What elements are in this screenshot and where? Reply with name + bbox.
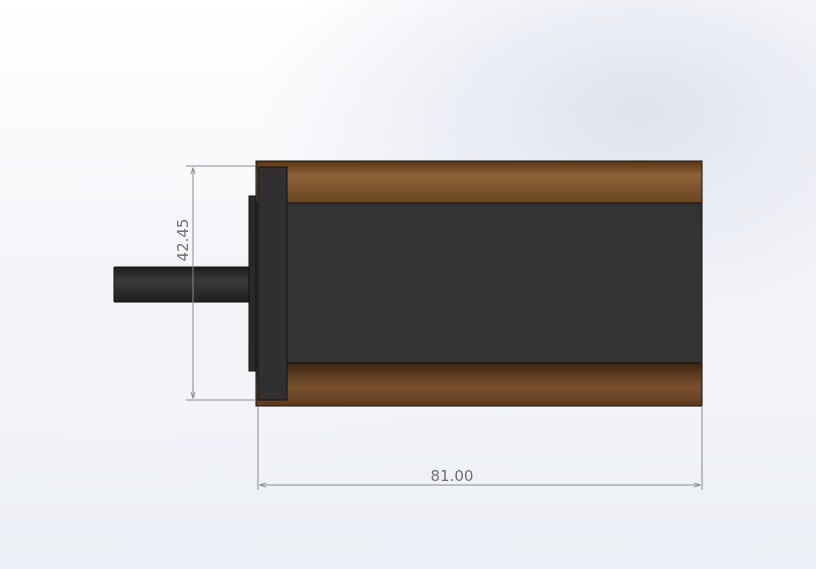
length-dimension[interactable]: 81.00 [257,406,703,490]
length-dimension-label[interactable]: 81.00 [431,467,474,485]
top-flange[interactable] [255,160,703,204]
motor-body[interactable] [286,202,703,364]
front-plate-face[interactable] [257,166,288,401]
height-dimension-label[interactable]: 42.45 [174,219,192,262]
height-dimension[interactable]: 42.45 [174,165,256,401]
motor-shaft[interactable] [113,266,253,303]
motor-model[interactable] [113,160,703,407]
bottom-flange[interactable] [255,362,703,407]
